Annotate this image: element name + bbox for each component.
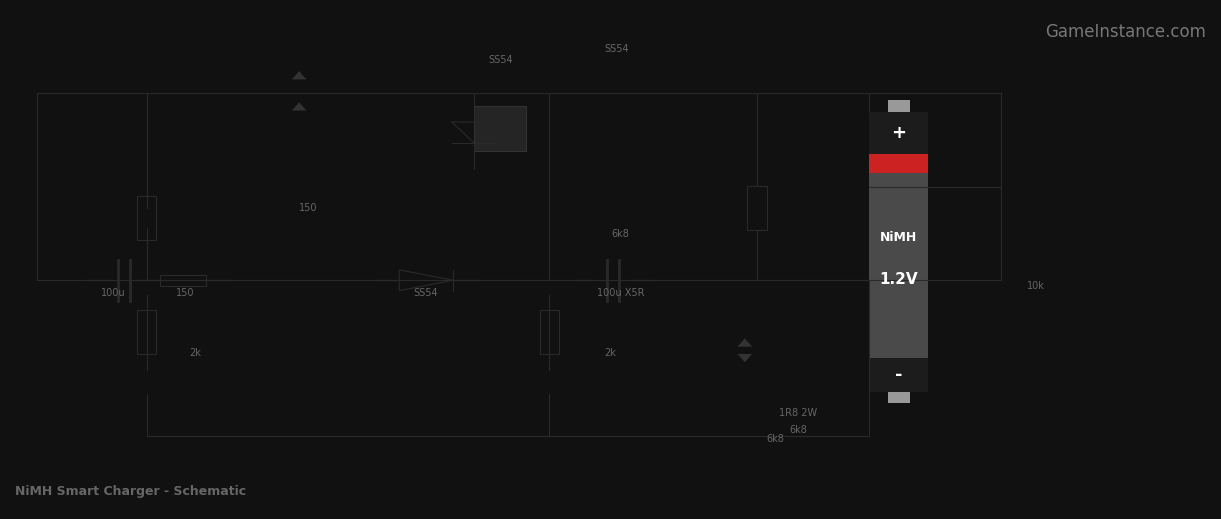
Text: +: + bbox=[891, 124, 906, 142]
Polygon shape bbox=[292, 102, 306, 111]
Bar bbox=[869, 154, 928, 173]
Bar bbox=[137, 310, 156, 354]
Text: 6k8: 6k8 bbox=[790, 425, 807, 435]
Text: 10k: 10k bbox=[1027, 281, 1045, 291]
Text: 150: 150 bbox=[176, 289, 195, 298]
Text: 2k: 2k bbox=[189, 348, 201, 358]
Polygon shape bbox=[292, 71, 306, 79]
Text: GameInstance.com: GameInstance.com bbox=[1045, 23, 1206, 42]
Text: SS54: SS54 bbox=[488, 55, 513, 65]
Text: 2k: 2k bbox=[604, 348, 617, 358]
Text: SS54: SS54 bbox=[414, 289, 438, 298]
Bar bbox=[869, 112, 928, 154]
Text: 6k8: 6k8 bbox=[767, 434, 784, 444]
Bar bbox=[747, 186, 767, 229]
Text: -: - bbox=[895, 366, 902, 384]
Bar bbox=[888, 392, 910, 403]
Text: 100u X5R: 100u X5R bbox=[597, 289, 643, 298]
Bar bbox=[474, 106, 526, 151]
Bar bbox=[888, 100, 910, 112]
Text: 1.2V: 1.2V bbox=[879, 272, 918, 287]
Bar bbox=[137, 196, 156, 240]
Text: 150: 150 bbox=[299, 203, 317, 213]
Text: NiMH Smart Charger - Schematic: NiMH Smart Charger - Schematic bbox=[15, 485, 245, 498]
Bar bbox=[540, 310, 559, 354]
Text: NiMH: NiMH bbox=[880, 231, 917, 244]
Text: 100u: 100u bbox=[101, 289, 126, 298]
Polygon shape bbox=[737, 338, 752, 347]
Text: SS54: SS54 bbox=[604, 45, 629, 54]
Bar bbox=[869, 358, 928, 392]
Text: 6k8: 6k8 bbox=[612, 229, 629, 239]
Bar bbox=[160, 275, 206, 286]
Text: 1R8 2W: 1R8 2W bbox=[779, 408, 818, 418]
Bar bbox=[869, 112, 928, 392]
Polygon shape bbox=[737, 354, 752, 362]
